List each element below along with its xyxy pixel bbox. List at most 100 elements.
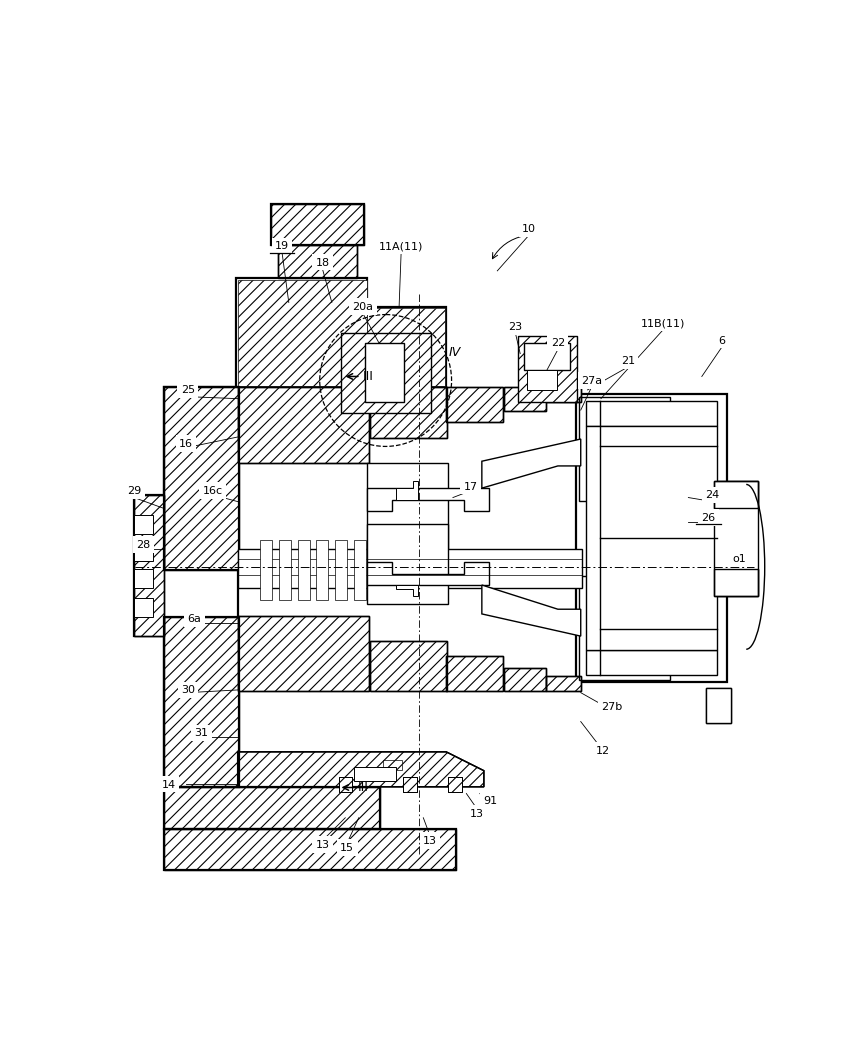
Polygon shape xyxy=(482,439,581,488)
Text: 18: 18 xyxy=(315,257,330,268)
Bar xyxy=(238,617,369,691)
Bar xyxy=(714,482,758,596)
Bar xyxy=(517,337,576,402)
Bar xyxy=(714,569,758,596)
Text: o1: o1 xyxy=(733,554,746,563)
Bar xyxy=(278,246,358,277)
Bar xyxy=(367,462,448,549)
Bar xyxy=(164,618,239,787)
Bar xyxy=(580,396,670,501)
Bar xyxy=(340,334,431,414)
Bar xyxy=(164,787,380,829)
Bar xyxy=(298,540,310,601)
Bar xyxy=(354,766,396,781)
Bar xyxy=(370,388,447,438)
Text: 28: 28 xyxy=(136,540,151,550)
Bar xyxy=(706,688,732,723)
Bar xyxy=(714,482,758,508)
Bar xyxy=(335,540,347,601)
Text: 22: 22 xyxy=(550,338,565,349)
Bar xyxy=(279,540,291,601)
Text: 30: 30 xyxy=(181,686,195,695)
Bar xyxy=(164,787,380,829)
Bar xyxy=(546,388,581,402)
Text: 12: 12 xyxy=(595,745,610,756)
Text: 10: 10 xyxy=(522,224,536,234)
Text: 14: 14 xyxy=(162,779,176,789)
Text: 17: 17 xyxy=(464,482,477,491)
Polygon shape xyxy=(397,482,418,500)
Bar xyxy=(524,343,570,370)
Bar xyxy=(164,618,239,787)
Text: 13: 13 xyxy=(315,840,330,849)
Bar xyxy=(134,569,153,588)
Bar xyxy=(134,495,164,637)
Bar xyxy=(238,617,369,691)
Polygon shape xyxy=(238,752,483,787)
Bar xyxy=(504,388,546,411)
Bar xyxy=(134,598,153,618)
Bar xyxy=(164,388,239,571)
Text: III: III xyxy=(363,370,373,384)
Polygon shape xyxy=(397,586,418,596)
Bar xyxy=(546,677,581,691)
Text: 27a: 27a xyxy=(581,376,602,386)
Bar xyxy=(164,829,457,871)
Text: 16c: 16c xyxy=(203,486,223,496)
Text: 29: 29 xyxy=(127,486,141,496)
Text: 6: 6 xyxy=(719,336,726,345)
Bar xyxy=(580,396,670,501)
Bar xyxy=(403,777,417,792)
Bar xyxy=(504,388,546,411)
Bar xyxy=(580,576,670,680)
Bar xyxy=(527,370,557,390)
Bar xyxy=(403,777,417,792)
Text: 24: 24 xyxy=(706,490,720,500)
Bar xyxy=(340,334,431,414)
Bar xyxy=(164,829,457,871)
Text: 26: 26 xyxy=(701,513,715,523)
Bar xyxy=(586,649,717,675)
Bar xyxy=(446,388,503,422)
Bar xyxy=(546,677,581,691)
Bar xyxy=(354,540,366,601)
Bar xyxy=(134,516,153,534)
Bar xyxy=(367,525,448,604)
Bar xyxy=(546,388,581,402)
Bar xyxy=(446,657,503,691)
Text: IV: IV xyxy=(449,345,461,358)
Bar xyxy=(260,540,272,601)
Bar xyxy=(238,549,582,588)
Bar xyxy=(339,777,352,792)
Bar xyxy=(448,777,462,792)
Bar xyxy=(504,668,546,691)
Bar xyxy=(586,401,717,426)
Text: 11B(11): 11B(11) xyxy=(641,318,686,328)
Bar xyxy=(383,760,402,770)
Text: 16: 16 xyxy=(179,439,193,449)
Text: 6a: 6a xyxy=(187,613,201,624)
Bar xyxy=(580,576,670,680)
Bar xyxy=(272,204,365,246)
Bar xyxy=(706,688,732,723)
Text: 11A(11): 11A(11) xyxy=(379,241,424,251)
Bar xyxy=(504,668,546,691)
Text: 13: 13 xyxy=(470,809,484,819)
Bar xyxy=(365,343,404,402)
Bar xyxy=(238,388,369,462)
Polygon shape xyxy=(482,586,581,637)
Bar xyxy=(164,388,239,571)
Bar xyxy=(714,482,758,508)
Polygon shape xyxy=(367,562,489,586)
Bar xyxy=(238,280,367,386)
Text: 23: 23 xyxy=(509,322,523,332)
Text: 15: 15 xyxy=(340,843,354,853)
Text: 21: 21 xyxy=(621,356,635,366)
Bar xyxy=(446,388,503,422)
Bar xyxy=(714,569,758,596)
Bar xyxy=(370,641,447,691)
Bar xyxy=(134,542,153,561)
Text: 27b: 27b xyxy=(601,702,622,711)
Bar xyxy=(272,204,365,246)
Bar xyxy=(367,308,445,386)
